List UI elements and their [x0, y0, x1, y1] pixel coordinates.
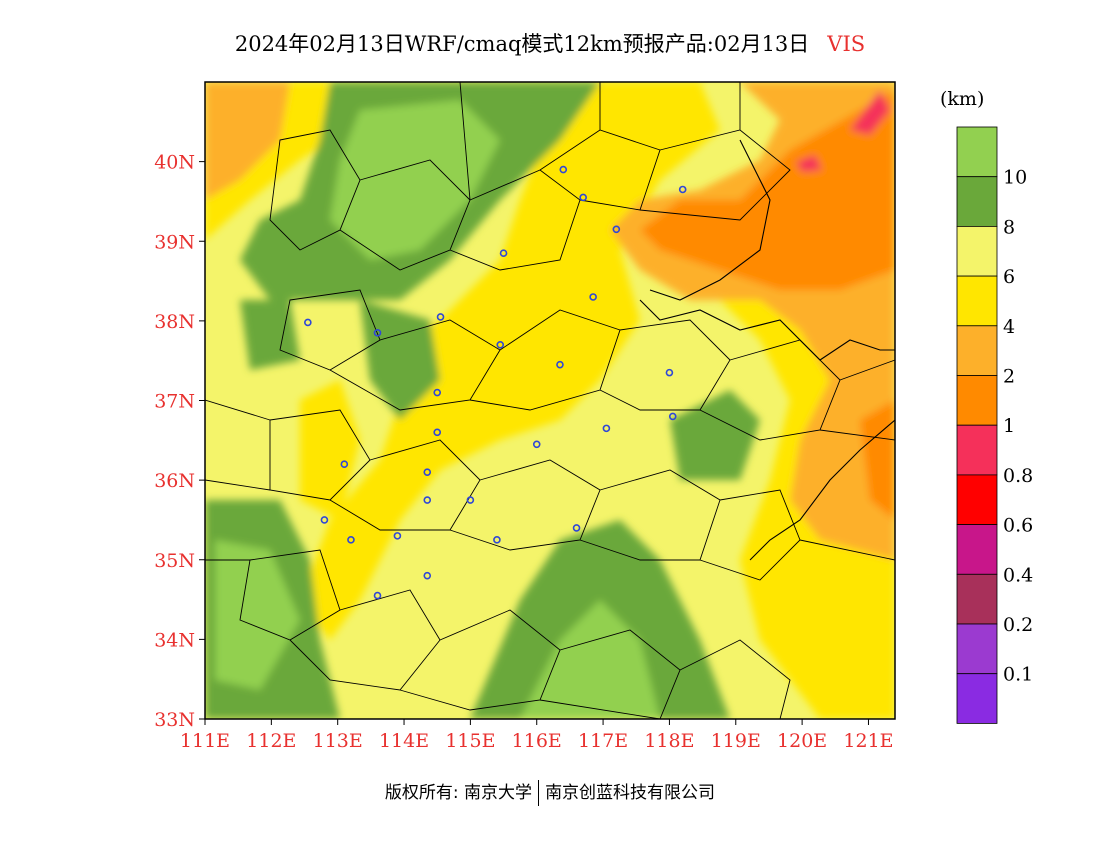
colorbar-swatch: [956, 623, 998, 675]
colorbar-label: 4: [1003, 316, 1015, 338]
lat-tick-label: 38N: [154, 311, 195, 333]
station-marker: [423, 496, 432, 504]
lon-tick-label: 113E: [313, 730, 363, 752]
station-marker: [466, 496, 475, 504]
lon-tick-label: 114E: [379, 730, 429, 752]
colorbar-label: 0.1: [1003, 664, 1033, 686]
station-marker: [602, 424, 611, 433]
station-marker: [559, 165, 568, 174]
station-marker: [373, 329, 382, 337]
colorbar-swatch: [956, 176, 998, 227]
station-marker: [433, 428, 442, 437]
lon-tick-label: 120E: [777, 730, 827, 752]
colorbar-swatch: [956, 375, 998, 426]
colorbar-swatch: [956, 225, 998, 277]
lat-tick-label: 40N: [154, 152, 195, 174]
lon-tick-label: 116E: [512, 730, 562, 752]
colorbar-swatch: [956, 325, 998, 376]
field-lightgreen-sw: [215, 540, 300, 690]
coastline: [639, 299, 895, 361]
field-deeporange-ne: [640, 90, 895, 290]
footer-right: 南京创蓝科技有限公司: [545, 783, 716, 803]
station-marker: [340, 460, 349, 469]
footer-separator: [538, 780, 540, 806]
station-marker: [347, 536, 355, 544]
lat-tick-label: 35N: [154, 550, 195, 572]
colorbar-swatch: [956, 573, 998, 625]
station-marker: [665, 368, 674, 377]
colorbar-swatch: [956, 275, 998, 327]
station-marker: [423, 571, 432, 580]
bohai-coast: [649, 139, 771, 301]
field-orange-nw: [205, 82, 290, 200]
station-marker: [556, 360, 564, 369]
footer-left: 版权所有: 南京大学: [384, 783, 533, 803]
colorbar-label: 0.4: [1003, 564, 1033, 586]
lat-tick-label: 36N: [154, 470, 195, 492]
station-marker: [678, 185, 687, 194]
lat-tick-label: 39N: [154, 231, 195, 253]
field-green-east: [670, 390, 760, 480]
station-marker: [496, 340, 505, 349]
station-marker: [589, 293, 597, 301]
station-marker: [433, 388, 442, 397]
colorbar-label: 6: [1003, 266, 1015, 288]
lon-tick-label: 118E: [644, 730, 694, 752]
field-red-ne2: [796, 155, 822, 172]
lon-tick-label: 119E: [711, 730, 761, 752]
colorbar-unit: (km): [940, 88, 985, 110]
lat-tick-label: 37N: [154, 391, 195, 413]
station-marker: [532, 440, 541, 449]
station-marker: [493, 536, 501, 544]
field-deeporange-coast: [860, 400, 895, 520]
lon-ticks: 111E 112E 113E 114E 115E 116E 117E 118E 119E 120E…: [180, 719, 894, 752]
chart-title: 2024年02月13日WRF/cmaq模式12km预报产品:02月13日 VIS: [0, 28, 1100, 58]
colorbar: 10 8 6 4 2 1 0.8 0.6 0.4 0.2 0.1: [956, 126, 1033, 724]
station-marker: [423, 468, 432, 476]
colorbar-swatch: [956, 524, 998, 575]
colorbar-label: 0.8: [1003, 465, 1033, 487]
lon-tick-label: 112E: [246, 730, 296, 752]
field-yellow-central: [300, 82, 720, 640]
field-lightgreen-north: [330, 100, 500, 260]
station-marker: [373, 591, 382, 600]
title-variable: VIS: [827, 32, 866, 56]
lon-tick-label: 111E: [180, 730, 230, 752]
lon-tick-label: 115E: [445, 730, 495, 752]
east-coast: [749, 419, 895, 561]
station-marker: [499, 249, 508, 257]
station-marker: [393, 532, 402, 540]
lat-tick-label: 34N: [154, 629, 195, 651]
field-green-west: [240, 300, 300, 370]
station-marker: [579, 193, 587, 202]
colorbar-label: 1: [1003, 415, 1015, 437]
colorbar-swatch: [956, 424, 998, 476]
station-marker: [320, 516, 329, 524]
colorbar-swatch: [956, 126, 998, 178]
visibility-field: [205, 82, 895, 719]
field-red-ne: [850, 90, 890, 135]
admin-boundaries: [205, 82, 895, 719]
lat-ticks: 33N 34N 35N 36N 37N 38N 39N 40N: [154, 152, 205, 731]
city-stations: [304, 165, 687, 600]
station-marker: [572, 524, 581, 532]
colorbar-label: 2: [1003, 366, 1015, 388]
station-marker: [668, 412, 677, 421]
colorbar-swatch: [956, 673, 998, 724]
station-marker: [436, 313, 445, 321]
field-lightgreen-south: [520, 600, 660, 719]
lon-tick-label: 121E: [843, 730, 893, 752]
colorbar-label: 0.2: [1003, 614, 1033, 636]
station-marker: [612, 225, 621, 234]
lat-tick-label: 33N: [154, 709, 195, 731]
colorbar-label: 10: [1003, 167, 1027, 189]
colorbar-label: 0.6: [1003, 515, 1033, 537]
title-main: 2024年02月13日WRF/cmaq模式12km预报产品:02月13日: [234, 32, 810, 56]
station-marker: [304, 318, 312, 327]
colorbar-swatch: [956, 474, 998, 525]
colorbar-label: 8: [1003, 216, 1015, 238]
copyright-footer: 版权所有: 南京大学 南京创蓝科技有限公司: [0, 778, 1100, 806]
lon-tick-label: 117E: [578, 730, 628, 752]
